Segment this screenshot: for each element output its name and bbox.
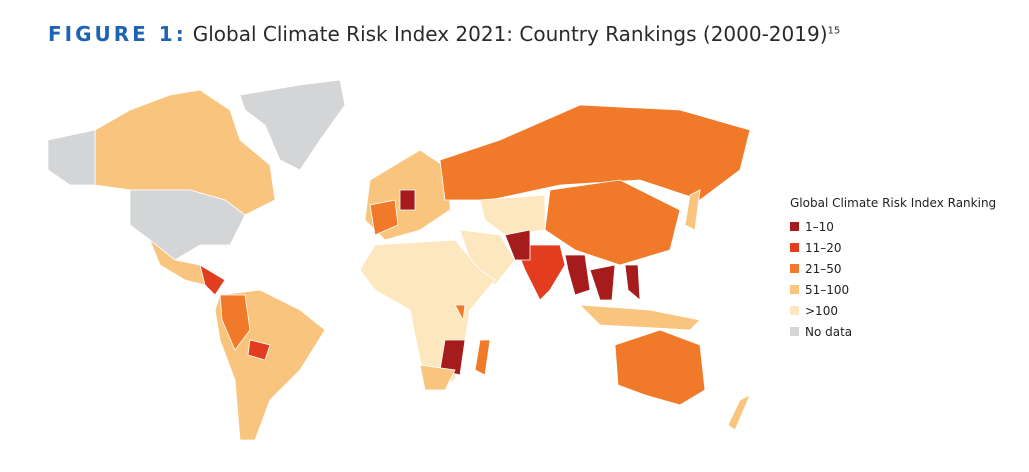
australia: [614, 329, 706, 406]
legend-item: 1–10: [790, 216, 996, 237]
legend-item: 21–50: [790, 258, 996, 279]
greenland: [239, 79, 346, 171]
legend-label: 51–100: [805, 282, 850, 297]
china: [544, 179, 681, 266]
central-america: [199, 264, 226, 296]
legend-item: No data: [790, 321, 996, 342]
western-europe: [369, 199, 399, 236]
andes-region: [219, 294, 251, 351]
figure-title: Global Climate Risk Index 2021: Country …: [192, 22, 828, 46]
kenya: [454, 304, 466, 322]
legend-label: No data: [805, 324, 853, 339]
figure-label: FIGURE 1:: [48, 22, 187, 46]
legend-swatch: [790, 327, 799, 336]
legend-swatch: [790, 285, 799, 294]
legend-swatch: [790, 243, 799, 252]
legend-items: 1–10 11–20 21–50 51–100 >100 No data: [790, 216, 996, 342]
usa: [129, 189, 246, 261]
mozambique: [439, 339, 466, 376]
bolivia: [247, 339, 271, 361]
central-asia: [479, 194, 546, 236]
germany: [399, 189, 416, 211]
legend-title: Global Climate Risk Index Ranking: [790, 196, 997, 210]
figure-header: FIGURE 1: Global Climate Risk Index 2021:…: [48, 22, 840, 46]
philippines: [624, 264, 641, 301]
world-map: [47, 79, 751, 441]
indonesia: [578, 304, 701, 331]
legend-swatch: [790, 264, 799, 273]
japan: [684, 189, 701, 231]
pakistan: [504, 229, 531, 261]
legend: Global Climate Risk Index Ranking 1–10 11…: [790, 196, 996, 342]
legend-swatch: [790, 306, 799, 315]
southeast-asia: [589, 264, 616, 301]
legend-swatch: [790, 222, 799, 231]
new-zealand: [727, 394, 751, 431]
myanmar: [564, 254, 591, 296]
legend-item: >100: [790, 300, 996, 321]
legend-item: 11–20: [790, 237, 996, 258]
legend-label: 21–50: [805, 261, 842, 276]
legend-label: >100: [805, 303, 838, 318]
legend-label: 11–20: [805, 240, 842, 255]
middle-east: [459, 229, 516, 286]
alaska: [47, 129, 96, 186]
footnote-ref: 15: [827, 25, 841, 37]
madagascar: [474, 339, 491, 376]
legend-label: 1–10: [805, 219, 834, 234]
south-africa: [419, 364, 456, 391]
legend-item: 51–100: [790, 279, 996, 300]
